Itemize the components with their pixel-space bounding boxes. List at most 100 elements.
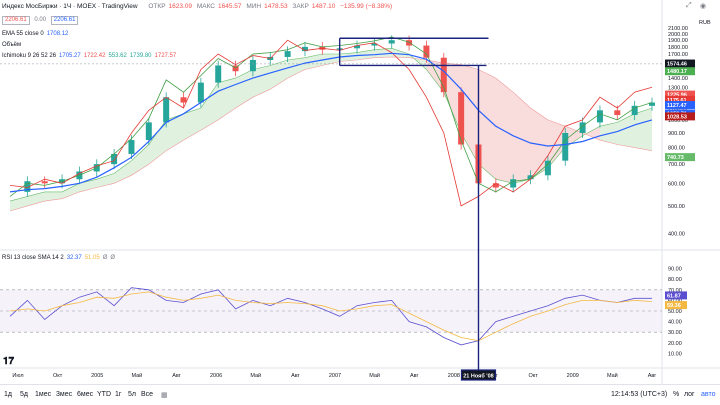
price-tag: 1574.46 bbox=[665, 59, 695, 68]
y-tick-label: 1400.00 bbox=[668, 76, 688, 82]
ichimoku-cloud bbox=[9, 47, 653, 212]
log-toggle[interactable]: лог bbox=[684, 391, 695, 398]
candle-body bbox=[128, 140, 135, 154]
cloud-segment bbox=[617, 113, 635, 148]
price-tag: 1225.96 bbox=[665, 90, 695, 99]
ema-line bbox=[9, 52, 653, 193]
rsi-label: RSI 13 close SMA 14 2 bbox=[2, 255, 64, 261]
price-tag-bg bbox=[665, 59, 695, 68]
rsi-tick-label: 70.00 bbox=[668, 288, 682, 294]
cloud-segment bbox=[322, 54, 340, 66]
price-tag: 1480.17 bbox=[665, 67, 695, 76]
rsi-v1: 32.37 bbox=[66, 255, 82, 261]
candle-body bbox=[388, 40, 395, 44]
ichimoku-v2: 1722.42 bbox=[83, 53, 106, 59]
cloud-segment bbox=[270, 59, 288, 90]
y-tick-label: 400.00 bbox=[668, 232, 685, 238]
rsi-tag-bg bbox=[665, 291, 687, 300]
tf-5d[interactable]: 5д bbox=[20, 391, 28, 398]
ema-legend[interactable]: EMA 55 close 0 1708.12 bbox=[2, 31, 71, 37]
x-tick-label: 2008 bbox=[448, 373, 460, 379]
rsi-v3: Ø bbox=[102, 255, 108, 261]
cloud-segment bbox=[96, 173, 115, 188]
bid-ask-row: 2206.61 0.00 2206.61 bbox=[2, 16, 81, 25]
volume-legend[interactable]: Объём bbox=[2, 42, 24, 48]
tf-3m[interactable]: 3мес bbox=[56, 391, 73, 398]
tf-1m[interactable]: 1мес bbox=[35, 391, 52, 398]
y-tick-label: 1900.00 bbox=[668, 38, 688, 44]
cloud-segment bbox=[513, 92, 531, 184]
tf-ytd[interactable]: YTD bbox=[97, 391, 111, 398]
ema-label: EMA 55 close 0 bbox=[2, 31, 44, 37]
candle-body bbox=[371, 43, 378, 46]
rsi-legend[interactable]: RSI 13 close SMA 14 2 32.37 51.05 Ø Ø bbox=[2, 255, 118, 261]
candle-body bbox=[492, 183, 499, 188]
rsi-tick-label: 10.00 bbox=[668, 351, 682, 357]
fullscreen-icon[interactable]: ⤢ bbox=[686, 2, 692, 9]
candle-body bbox=[544, 160, 551, 176]
ichimoku-legend[interactable]: Ichimoku 9 26 52 26 1705.27 1722.42 553.62 1… bbox=[2, 53, 179, 59]
rsi-tag-label: 59.36 bbox=[667, 303, 681, 309]
rsi-tick-label: 50.00 bbox=[668, 309, 682, 315]
ohlc-close-label: ЗАКР bbox=[292, 3, 309, 10]
ohlc-high-value: 1645.57 bbox=[218, 3, 242, 10]
y-axis: 2100.002000.001900.001800.001700.001600.… bbox=[665, 26, 695, 238]
cloud-segment bbox=[131, 144, 149, 176]
calendar-icon[interactable]: ▦ bbox=[161, 392, 168, 399]
ask-box[interactable]: 2206.61 bbox=[50, 16, 79, 25]
drawings bbox=[0, 37, 662, 370]
cloud-segment bbox=[62, 183, 80, 199]
candle-body bbox=[354, 45, 361, 49]
tf-5y[interactable]: 5л bbox=[128, 391, 136, 398]
y-tick-label: 1300.00 bbox=[668, 85, 688, 91]
y-tick-label: 1100.00 bbox=[668, 106, 687, 112]
cloud-segment bbox=[148, 119, 167, 165]
camera-icon[interactable]: ◉ bbox=[700, 3, 707, 10]
y-tick-label: 2100.00 bbox=[668, 26, 688, 32]
auto-toggle[interactable]: авто bbox=[701, 391, 716, 398]
price-tag-label: 1480.17 bbox=[667, 69, 687, 75]
price-tag-bg bbox=[665, 153, 695, 162]
candle-body bbox=[562, 132, 569, 161]
x-tick-label: Май bbox=[607, 372, 618, 379]
x-tick-label: Авг bbox=[410, 373, 419, 379]
cloud-segment bbox=[114, 160, 132, 184]
price-tag: 1028.53 bbox=[665, 112, 695, 121]
rsi-ma-line bbox=[9, 291, 653, 342]
crosshair-date-label: 21 Нояб '08 bbox=[463, 373, 493, 380]
tf-6m[interactable]: 6мес bbox=[77, 391, 94, 398]
candle-body bbox=[163, 97, 170, 123]
price-tag-bg bbox=[665, 67, 695, 76]
candle-body bbox=[406, 40, 413, 46]
y-tick-label: 600.00 bbox=[668, 181, 685, 187]
tf-all[interactable]: Все bbox=[141, 391, 154, 398]
lagging-span-line bbox=[9, 36, 653, 197]
rsi-tag: 61.87 bbox=[665, 291, 687, 300]
y-tick-label: 700.00 bbox=[668, 162, 685, 168]
price-tag-label: 1028.53 bbox=[667, 114, 687, 120]
percent-toggle[interactable]: % bbox=[673, 391, 680, 398]
ichimoku-label: Ichimoku 9 26 52 26 bbox=[2, 53, 57, 59]
y-tick-label: 1000.00 bbox=[668, 118, 688, 124]
candle-body bbox=[145, 122, 152, 141]
price-tag: 1127.47 bbox=[665, 100, 695, 109]
senkou-b-line bbox=[9, 56, 653, 212]
price-tag-label: 1127.47 bbox=[667, 103, 687, 109]
price-tag-bg bbox=[665, 100, 695, 109]
candle-body bbox=[249, 59, 256, 72]
candle-body bbox=[649, 102, 655, 106]
symbol-title[interactable]: Индекс МосБиржи · 1Ч · MOEX · TradingVie… bbox=[2, 3, 138, 10]
rsi-v2: 51.05 bbox=[84, 255, 100, 261]
rsi-tick-label: 20.00 bbox=[668, 341, 682, 347]
cloud-segment bbox=[183, 108, 201, 141]
y-tick-label: 1800.00 bbox=[668, 45, 688, 51]
tf-1d[interactable]: 1д bbox=[4, 391, 12, 398]
tf-1y[interactable]: 1г bbox=[115, 391, 122, 398]
candle-body bbox=[232, 65, 239, 72]
bid-box[interactable]: 2206.61 bbox=[2, 16, 30, 25]
price-tag-label: 1225.96 bbox=[667, 93, 687, 99]
rsi-tag-label: 61.87 bbox=[667, 293, 681, 299]
candle-body bbox=[631, 105, 638, 116]
y-tick-label: 800.00 bbox=[668, 146, 685, 152]
